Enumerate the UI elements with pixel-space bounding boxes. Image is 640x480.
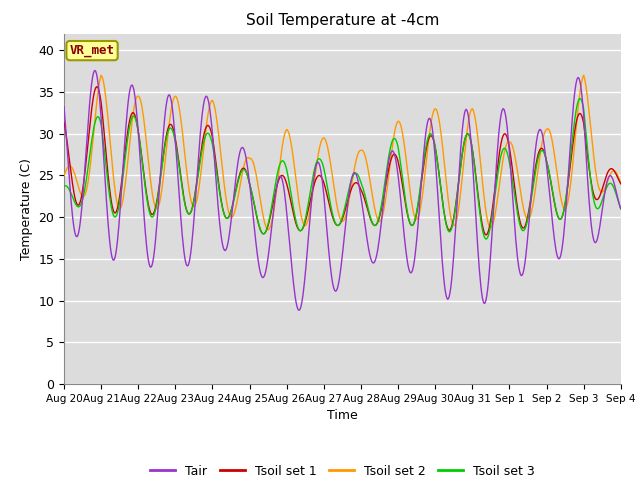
Y-axis label: Temperature (C): Temperature (C) bbox=[20, 158, 33, 260]
Text: VR_met: VR_met bbox=[70, 44, 115, 57]
Title: Soil Temperature at -4cm: Soil Temperature at -4cm bbox=[246, 13, 439, 28]
X-axis label: Time: Time bbox=[327, 409, 358, 422]
Legend: Tair, Tsoil set 1, Tsoil set 2, Tsoil set 3: Tair, Tsoil set 1, Tsoil set 2, Tsoil se… bbox=[145, 460, 540, 480]
